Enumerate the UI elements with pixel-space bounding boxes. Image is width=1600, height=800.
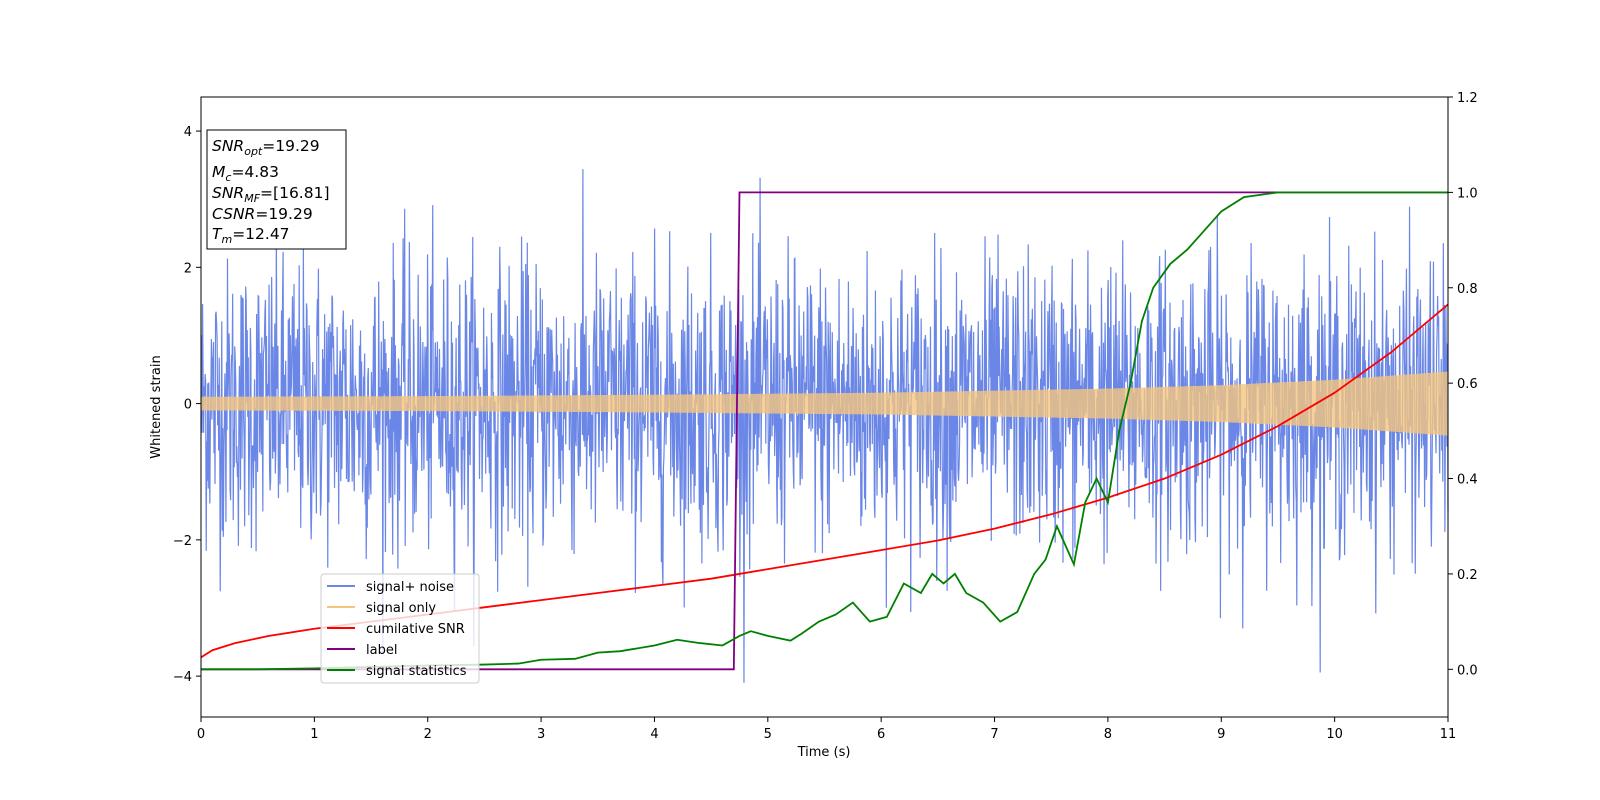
legend-label: signal+ noise xyxy=(366,580,454,595)
x-tick-label: 8 xyxy=(1104,727,1112,742)
series-signal-statistics-line xyxy=(201,191,1448,671)
annotation-line: CSNR=19.29 xyxy=(212,205,313,223)
legend-label: signal only xyxy=(366,601,436,616)
x-tick-label: 1 xyxy=(310,727,318,742)
x-tick-label: 10 xyxy=(1326,727,1343,742)
annotation-line: SNRopt=19.29 xyxy=(212,137,320,158)
y2-tick-label: 0.8 xyxy=(1457,282,1478,297)
x-tick-label: 7 xyxy=(990,727,998,742)
legend-label: signal statistics xyxy=(366,664,467,679)
annotation-frame xyxy=(206,129,347,250)
plot-frame xyxy=(200,96,1449,718)
x-tick-label: 6 xyxy=(877,727,885,742)
x-tick-label: 2 xyxy=(424,727,432,742)
annotation-line: Tm=12.47 xyxy=(212,225,290,246)
x-tick-label: 9 xyxy=(1217,727,1225,742)
y-tick-label: 2 xyxy=(184,261,192,276)
x-tick-label: 5 xyxy=(764,727,772,742)
annotation-box: SNRopt=19.29 Mc=4.83SNRMF=[16.81]CSNR=19.… xyxy=(206,129,347,250)
y2-tick-label: 0.0 xyxy=(1457,663,1478,678)
legend: signal+ noise signal only cumilative SNR la… xyxy=(320,573,480,684)
x-tick-label: 0 xyxy=(197,727,205,742)
y-tick-label: 0 xyxy=(184,398,192,413)
y-axis-label: Whitened strain xyxy=(149,355,164,458)
y2-tick-label: 0.4 xyxy=(1457,473,1478,488)
y-tick-label: 4 xyxy=(184,125,192,140)
legend-label: label xyxy=(366,643,397,658)
annotation-line: Mc=4.83 xyxy=(212,163,279,184)
y-tick-label: −4 xyxy=(173,670,192,685)
axes-layer: 0 1 2 3 4 5 6 7 8 9 10 11 −4 −2 0 2 4 0.0 0.2 0.4 0.6 0.8 1.0 1… xyxy=(173,91,1478,742)
x-axis-label: Time (s) xyxy=(797,745,851,760)
x-tick-label: 11 xyxy=(1440,727,1457,742)
series-signal-only-line xyxy=(200,371,1449,436)
series-cumulative-snr-line xyxy=(200,303,1449,659)
annotation-line: SNRMF=[16.81] xyxy=(212,184,330,205)
y2-tick-label: 0.6 xyxy=(1457,377,1478,392)
x-tick-label: 4 xyxy=(650,727,658,742)
y2-tick-label: 1.2 xyxy=(1457,91,1478,106)
legend-frame xyxy=(320,573,480,684)
legend-label: cumilative SNR xyxy=(366,622,465,637)
x-tick-label: 3 xyxy=(537,727,545,742)
y2-tick-label: 0.2 xyxy=(1457,568,1478,583)
y2-tick-label: 1.0 xyxy=(1457,186,1478,201)
y-tick-label: −2 xyxy=(173,534,192,549)
